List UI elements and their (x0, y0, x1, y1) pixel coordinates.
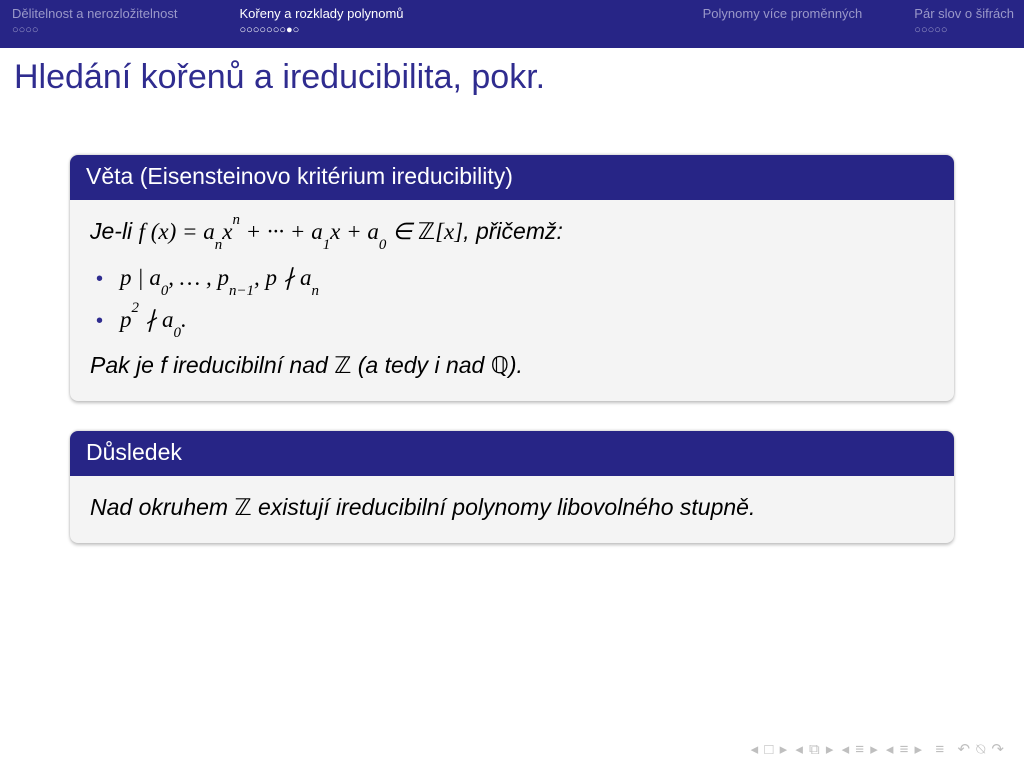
nav-bar: Dělitelnost a nerozložitelnost ○○○○ Koře… (0, 0, 1024, 48)
corollary-body: Nad okruhem ℤ existují ireducibilní poly… (70, 476, 954, 543)
intro-pre: Je-li (90, 218, 139, 244)
slide-body: Věta (Eisensteinovo kritérium ireducibil… (0, 115, 1024, 543)
intro-post: , přičemž: (463, 218, 563, 244)
beamer-nav-symbols[interactable]: ◂ □ ▸ ◂ ⧉ ▸ ◂ ≡ ▸ ◂ ≡ ▸ ≡ ↶ ⍉ ↷ (750, 740, 1006, 758)
bullet-2-math: p2 ∤ a0. (120, 307, 187, 332)
nav-section-2[interactable]: Kořeny a rozklady polynomů ○○○○○○○●○ (227, 0, 413, 48)
nav-label: Dělitelnost a nerozložitelnost (12, 6, 177, 22)
nav-first-icon[interactable]: ◂ □ ▸ (751, 741, 788, 758)
nav-label: Pár slov o šifrách (914, 6, 1014, 22)
nav-section-3[interactable]: Polynomy více proměnných (691, 0, 873, 48)
theorem-formula: f (x) = anxn + ··· + a1x + a0 ∈ ℤ[x] (139, 219, 464, 244)
nav-progress-dots: ○○○○○ (914, 24, 1014, 37)
slide-title: Hledání kořenů a ireducibilita, pokr. (0, 48, 1024, 115)
nav-label: Polynomy více proměnných (703, 6, 863, 22)
nav-section-1[interactable]: Dělitelnost a nerozložitelnost ○○○○ (0, 0, 187, 48)
nav-progress-dots: ○○○○○○○●○ (239, 24, 403, 37)
theorem-block: Věta (Eisensteinovo kritérium ireducibil… (70, 155, 954, 401)
nav-label: Kořeny a rozklady polynomů (239, 6, 403, 22)
bullet-2: p2 ∤ a0. (120, 300, 934, 342)
theorem-head: Věta (Eisensteinovo kritérium ireducibil… (70, 155, 954, 200)
corollary-block: Důsledek Nad okruhem ℤ existují ireducib… (70, 431, 954, 543)
bullet-1-math: p | a0, … , pn−1, p ∤ an (120, 265, 319, 290)
bullet-1: p | a0, … , pn−1, p ∤ an (120, 258, 934, 300)
nav-presentation-icon[interactable]: ≡ (930, 741, 950, 758)
nav-section-4[interactable]: Pár slov o šifrách ○○○○○ (902, 0, 1024, 48)
nav-progress-dots: ○○○○ (12, 24, 177, 37)
nav-sec-icon[interactable]: ◂ ≡ ▸ (886, 741, 923, 758)
nav-subsec-icon[interactable]: ◂ ≡ ▸ (842, 741, 879, 758)
nav-frame-icon[interactable]: ◂ ⧉ ▸ (795, 741, 834, 758)
theorem-outro: Pak je f ireducibilní nad ℤ (a tedy i na… (90, 346, 934, 385)
theorem-body: Je-li f (x) = anxn + ··· + a1x + a0 ∈ ℤ[… (70, 200, 954, 401)
nav-back-forward-icon[interactable]: ↶ ⍉ ↷ (958, 741, 1005, 758)
corollary-head: Důsledek (70, 431, 954, 476)
theorem-bullets: p | a0, … , pn−1, p ∤ an p2 ∤ a0. (120, 258, 934, 342)
theorem-intro: Je-li f (x) = anxn + ··· + a1x + a0 ∈ ℤ[… (90, 212, 934, 254)
